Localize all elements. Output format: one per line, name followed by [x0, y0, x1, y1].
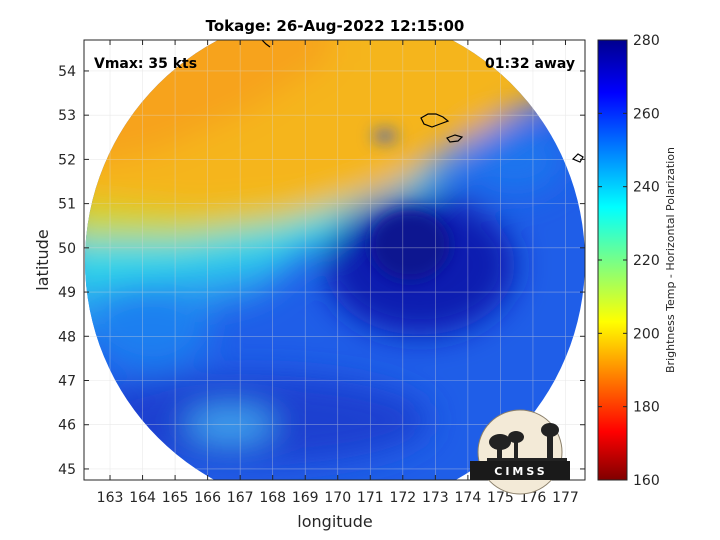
y-tick-label: 49	[58, 285, 76, 301]
dish-stand-icon	[514, 442, 518, 458]
cimss-logo: CIMSS	[470, 409, 570, 495]
chart-title: Tokage: 26-Aug-2022 12:15:00	[206, 17, 465, 35]
coastlines	[261, 39, 584, 163]
x-tick-label: 174	[455, 490, 482, 506]
y-tick-label: 46	[58, 418, 76, 434]
colorbar-tick-label: 200	[633, 326, 660, 342]
y-tick-label: 52	[58, 152, 76, 168]
dish-stand-icon	[497, 448, 502, 460]
y-tick-label: 48	[58, 329, 76, 345]
x-tick-label: 166	[194, 490, 221, 506]
y-tick-label: 47	[58, 374, 76, 390]
x-tick-label: 175	[487, 490, 514, 506]
frontal-cyan-band	[85, 150, 470, 300]
dish-icon	[489, 434, 511, 450]
colorbar-tick-label: 160	[633, 473, 660, 489]
colorbar-tick-label: 220	[633, 253, 660, 269]
y-tick-label: 45	[58, 462, 76, 478]
west-mid-blue	[90, 290, 210, 370]
cloud-blob	[373, 131, 397, 141]
x-tick-label: 171	[357, 490, 384, 506]
tower-leg-icon	[547, 436, 553, 458]
x-tick-label: 177	[552, 490, 579, 506]
y-axis: 45 46 47 48 49 50 51 52 53 54	[58, 64, 585, 478]
y-tick-label: 54	[58, 64, 76, 80]
time-away-annotation: 01:32 away	[485, 56, 575, 72]
y-axis-label: latitude	[33, 229, 52, 290]
northeast-patch	[465, 125, 565, 195]
x-axis-label: longitude	[297, 512, 372, 531]
island-outline	[446, 134, 464, 143]
cyclone-eye-region	[370, 210, 450, 280]
colorbar-tick-label: 240	[633, 180, 660, 196]
x-tick-label: 172	[389, 490, 416, 506]
x-tick-label: 167	[227, 490, 254, 506]
y-tick-label: 50	[58, 241, 76, 257]
x-tick-label: 163	[97, 490, 124, 506]
island-outline	[571, 153, 584, 163]
colorbar-tick-label: 180	[633, 400, 660, 416]
coast-segment	[261, 39, 271, 48]
x-tick-label: 170	[324, 490, 351, 506]
tower-tank-icon	[541, 423, 559, 437]
colorbar-tick-label: 280	[633, 33, 660, 49]
colorbar-tick-label: 260	[633, 106, 660, 122]
y-tick-label: 53	[58, 108, 76, 124]
vmax-annotation: Vmax: 35 kts	[94, 56, 197, 72]
x-axis: 163 164 165 166 167 168 169 170 171 172 173 174 175 1…	[97, 40, 579, 506]
x-tick-label: 168	[259, 490, 286, 506]
colorbar-label: Brightness Temp - Horizontal Polarizatio…	[664, 147, 677, 373]
island-outline	[420, 113, 450, 128]
x-tick-label: 173	[422, 490, 449, 506]
x-tick-label: 169	[292, 490, 319, 506]
axes-box	[83, 39, 586, 481]
swath-imagery	[85, 40, 585, 480]
logo-banner	[470, 461, 570, 480]
y-tick-label: 51	[58, 197, 76, 213]
colorbar	[597, 39, 628, 481]
x-tick-label: 164	[129, 490, 156, 506]
colorbar-ticks: 160 180 200 220 240 260 280	[598, 33, 660, 489]
dish-icon	[508, 431, 524, 443]
x-tick-label: 165	[162, 490, 189, 506]
logo-text: CIMSS	[494, 465, 547, 478]
